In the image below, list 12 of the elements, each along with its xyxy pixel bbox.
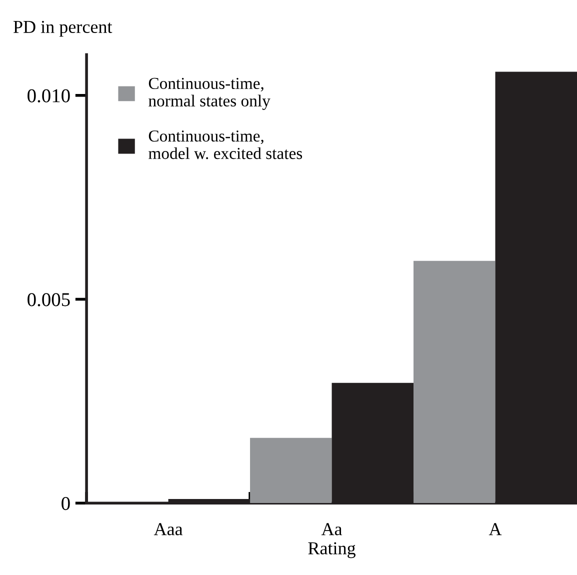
x-tick-label: A <box>488 523 502 536</box>
bar <box>414 260 496 504</box>
y-axis-title: PD in percent <box>14 20 112 37</box>
x-tick-label: Aaa <box>154 523 183 536</box>
x-axis-title: Rating <box>308 542 356 558</box>
legend-label: Continuous-time, normal states only <box>148 78 270 110</box>
y-tick-label: 0.010 <box>28 89 70 102</box>
legend-label: Continuous-time, model w. excited states <box>148 130 302 160</box>
bar <box>250 438 332 504</box>
y-tick-label: 0 <box>62 496 70 510</box>
x-tick-label: Aa <box>321 523 342 536</box>
y-tick-label: 0.005 <box>28 293 70 306</box>
